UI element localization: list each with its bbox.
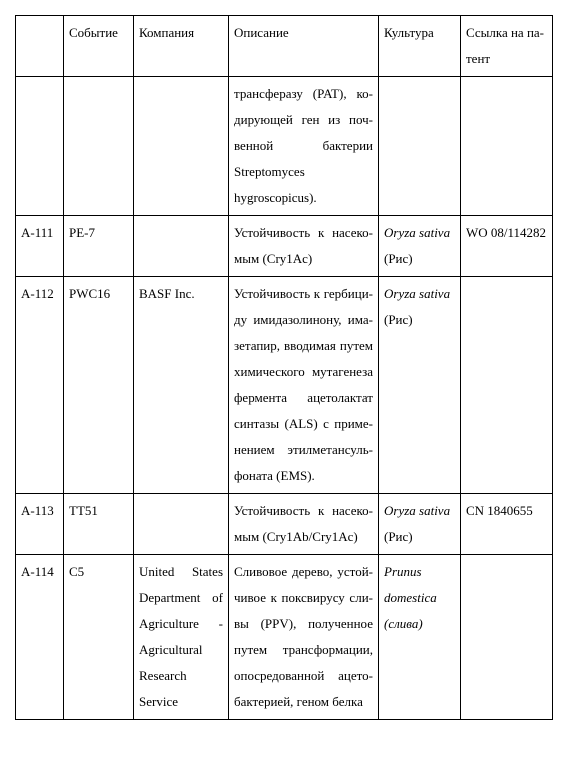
table-row: трансферазу (PAT), ко­дирующей ген из по… <box>16 77 553 216</box>
cell-id <box>16 77 64 216</box>
header-culture: Культура <box>379 16 461 77</box>
cell-patent: WO 08/114282 <box>461 216 553 277</box>
header-description: Описание <box>229 16 379 77</box>
header-patent: Ссылка на па­тент <box>461 16 553 77</box>
header-id <box>16 16 64 77</box>
cell-company <box>134 77 229 216</box>
cell-culture: Prunus domestica (сли­ва) <box>379 555 461 720</box>
table-row: A-113 TT51 Устойчивость к насеко­мым (Cr… <box>16 494 553 555</box>
cell-event: PWC16 <box>64 277 134 494</box>
cell-culture <box>379 77 461 216</box>
patent-table: Событие Компания Описание Культура Ссылк… <box>15 15 553 720</box>
cell-id: A-113 <box>16 494 64 555</box>
cell-culture: Oryza sativa (Рис) <box>379 216 461 277</box>
culture-italic: Prunus domestica (сли­ва) <box>384 564 437 631</box>
cell-description: Устойчивость к насеко­мым (Cry1Ac) <box>229 216 379 277</box>
cell-company <box>134 216 229 277</box>
cell-culture: Oryza sativa (Рис) <box>379 277 461 494</box>
cell-id: A-111 <box>16 216 64 277</box>
culture-italic: Oryza sativa <box>384 503 450 518</box>
table-row: A-114 C5 United States Department of Agr… <box>16 555 553 720</box>
cell-id: A-114 <box>16 555 64 720</box>
cell-description: трансферазу (PAT), ко­дирующей ген из по… <box>229 77 379 216</box>
cell-patent <box>461 277 553 494</box>
cell-patent: CN 1840655 <box>461 494 553 555</box>
cell-event <box>64 77 134 216</box>
cell-id: A-112 <box>16 277 64 494</box>
cell-description: Устойчивость к гербици­ду имидазолинону,… <box>229 277 379 494</box>
header-event: Событие <box>64 16 134 77</box>
cell-event: TT51 <box>64 494 134 555</box>
cell-patent <box>461 77 553 216</box>
cell-company <box>134 494 229 555</box>
cell-company: United States Department of Agriculture … <box>134 555 229 720</box>
cell-culture: Oryza sativa (Рис) <box>379 494 461 555</box>
culture-suffix: (Рис) <box>384 251 413 266</box>
cell-description: Сливовое дерево, устой­чивое к поксвирус… <box>229 555 379 720</box>
culture-suffix: (Рис) <box>384 529 413 544</box>
cell-company: BASF Inc. <box>134 277 229 494</box>
header-company: Компания <box>134 16 229 77</box>
culture-italic: Oryza sativa <box>384 225 450 240</box>
culture-suffix: (Рис) <box>384 312 413 327</box>
table-row: A-111 PE-7 Устойчивость к насеко­мым (Cr… <box>16 216 553 277</box>
cell-patent <box>461 555 553 720</box>
header-row: Событие Компания Описание Культура Ссылк… <box>16 16 553 77</box>
table-row: A-112 PWC16 BASF Inc. Устойчивость к гер… <box>16 277 553 494</box>
cell-event: C5 <box>64 555 134 720</box>
cell-event: PE-7 <box>64 216 134 277</box>
cell-description: Устойчивость к насеко­мым (Cry1Ab/Cry1Ac… <box>229 494 379 555</box>
culture-italic: Oryza sativa <box>384 286 450 301</box>
